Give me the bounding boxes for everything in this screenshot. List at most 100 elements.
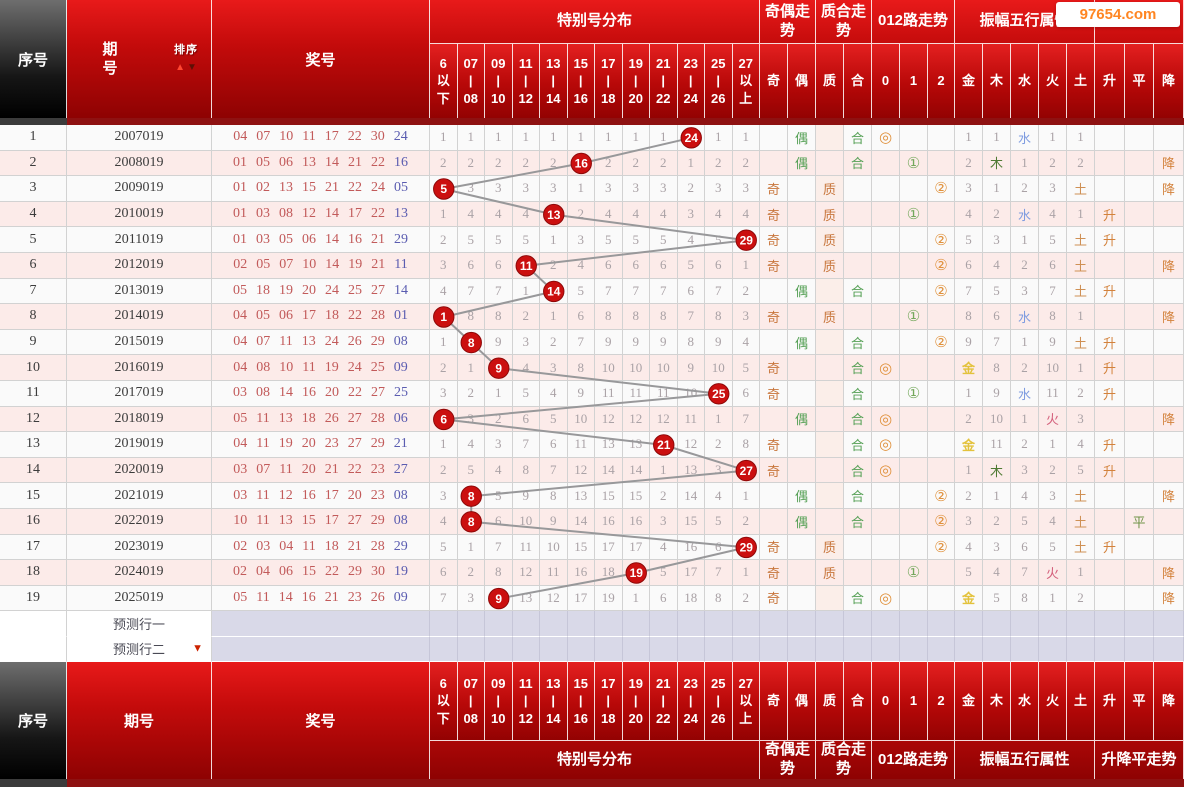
dist-cell: 4 [622, 201, 650, 228]
miss-count: 1 [660, 129, 667, 145]
prediction-cell[interactable] [955, 611, 983, 637]
prediction-dist-cell[interactable] [677, 611, 705, 637]
prediction-dist-cell[interactable] [622, 636, 650, 662]
odd-even-cell: 奇 [760, 457, 788, 484]
prediction-cell[interactable] [900, 636, 928, 662]
winning-number: 21 [347, 538, 362, 554]
prediction-cell[interactable] [760, 611, 788, 637]
prediction-dist-cell[interactable] [485, 636, 513, 662]
prediction-dist-cell[interactable] [595, 611, 623, 637]
prediction-dist-cell[interactable] [622, 611, 650, 637]
prediction-cell[interactable] [1125, 611, 1154, 637]
prediction-dist-cell[interactable] [732, 636, 760, 662]
prediction-dist-cell[interactable] [677, 636, 705, 662]
odd-even-cell: 奇 [760, 304, 788, 330]
prediction-cell[interactable] [900, 611, 928, 637]
prediction-cell[interactable] [983, 636, 1011, 662]
subcol-header: 水 [1011, 661, 1039, 740]
prediction-cell[interactable] [928, 636, 955, 662]
miss-count: 5 [522, 385, 530, 401]
watermark-link[interactable]: 97654.com [1056, 2, 1180, 27]
prediction-cell[interactable] [1095, 611, 1125, 637]
prediction-cell[interactable] [872, 636, 900, 662]
prediction-cell[interactable] [1067, 611, 1095, 637]
prime-comp-cell [844, 560, 872, 586]
special-number: 08 [393, 334, 408, 350]
trend-value: 升 [1102, 463, 1116, 479]
sort-desc-icon[interactable]: ▼ [187, 62, 197, 73]
prediction-numbers-cell[interactable] [212, 611, 430, 637]
prediction-dist-cell[interactable] [705, 636, 733, 662]
dist-cell: 11 [677, 406, 705, 433]
seq-cell: 11 [0, 380, 67, 407]
route-cell: ② [928, 329, 955, 356]
prediction-dist-cell[interactable] [595, 636, 623, 662]
prediction-dist-cell[interactable] [540, 636, 568, 662]
prediction-cell[interactable] [928, 611, 955, 637]
prediction-cell[interactable] [1154, 611, 1184, 637]
prediction-dist-cell[interactable] [430, 636, 458, 662]
five-element-value: 1 [1021, 410, 1028, 426]
miss-count: 1 [742, 487, 750, 503]
five-element-cell: 3 [955, 176, 983, 202]
route-cell [900, 227, 928, 253]
miss-count: 10 [519, 513, 533, 529]
dist-cell: 3 [650, 508, 678, 535]
winning-number: 02 [233, 538, 248, 554]
prediction-dist-cell[interactable] [457, 636, 485, 662]
route-symbol: ① [906, 385, 921, 403]
prediction-cell[interactable] [1125, 636, 1154, 662]
prediction-dist-cell[interactable] [650, 611, 678, 637]
prediction-arrow-icon[interactable]: ▼ [192, 642, 203, 655]
prediction-dist-cell[interactable] [430, 611, 458, 637]
prediction-cell[interactable] [760, 636, 788, 662]
prediction-cell[interactable] [1067, 636, 1095, 662]
prediction-cell[interactable] [1039, 636, 1067, 662]
prediction-cell[interactable] [788, 611, 816, 637]
prediction-dist-cell[interactable] [705, 611, 733, 637]
prediction-dist-cell[interactable] [485, 611, 513, 637]
prediction-label-cell[interactable]: 预测行二 ▼ [67, 636, 212, 662]
prediction-cell[interactable] [788, 636, 816, 662]
dist-cell: 6 [705, 534, 733, 561]
prediction-dist-cell[interactable] [512, 636, 540, 662]
prediction-label-cell[interactable]: 预测行一 [67, 611, 212, 637]
sort-control[interactable]: 排序 ▲ ▼ [174, 45, 198, 73]
table-row: 14 2020019 03 07 11 20 21 22 23 27 2 5 4 8 7 12 14 14 1 13 3… [0, 457, 1184, 484]
route-cell: ② [928, 176, 955, 202]
prediction-dist-cell[interactable] [732, 611, 760, 637]
special-number: 11 [394, 257, 408, 273]
prediction-dist-cell[interactable] [457, 611, 485, 637]
prediction-dist-cell[interactable] [650, 636, 678, 662]
prediction-cell[interactable] [1095, 636, 1125, 662]
prime-comp-cell [816, 278, 844, 305]
prediction-cell[interactable] [955, 636, 983, 662]
prediction-cell[interactable] [816, 636, 844, 662]
dist-cell: 17 [622, 534, 650, 561]
prediction-dist-cell[interactable] [512, 611, 540, 637]
prediction-cell[interactable] [1011, 611, 1039, 637]
prediction-cell[interactable] [1011, 636, 1039, 662]
prime-comp-value: 质 [822, 181, 836, 197]
winning-number: 28 [371, 308, 385, 324]
trend-value: 平 [1132, 514, 1146, 530]
prediction-cell[interactable] [1154, 636, 1184, 662]
miss-count: 6 [495, 257, 502, 273]
prediction-dist-cell[interactable] [567, 611, 595, 637]
prediction-numbers-cell[interactable] [212, 636, 430, 662]
sort-asc-icon[interactable]: ▲ [175, 62, 185, 73]
prediction-dist-cell[interactable] [567, 636, 595, 662]
prediction-cell[interactable] [872, 611, 900, 637]
prediction-cell[interactable] [816, 611, 844, 637]
prediction-cell[interactable] [844, 636, 872, 662]
prime-comp-cell [816, 508, 844, 535]
trend-cell [1095, 585, 1125, 612]
dist-cell: 12 [595, 406, 623, 433]
prime-comp-cell [816, 329, 844, 356]
prediction-cell[interactable] [844, 611, 872, 637]
prediction-dist-cell[interactable] [540, 611, 568, 637]
prediction-cell[interactable] [983, 611, 1011, 637]
prediction-cell[interactable] [1039, 611, 1067, 637]
dist-cell: 13 [595, 432, 623, 458]
trend-cell [1125, 125, 1154, 151]
